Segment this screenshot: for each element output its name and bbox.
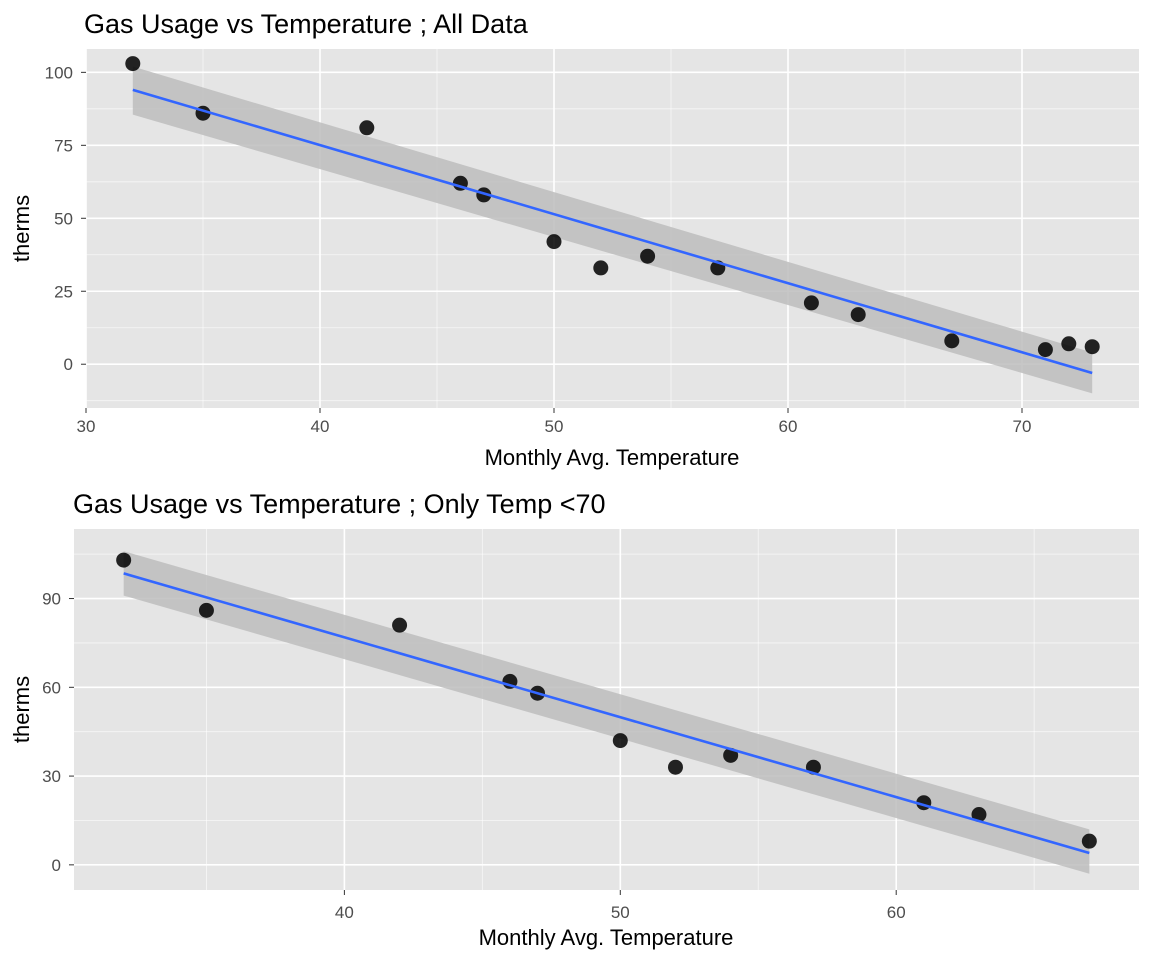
y-tick-label: 30 <box>42 767 61 786</box>
x-tick-label: 50 <box>545 417 564 436</box>
chart-title: Gas Usage vs Temperature ; Only Temp <70 <box>73 489 606 519</box>
x-tick-label: 60 <box>779 417 798 436</box>
data-point <box>640 248 656 264</box>
data-point <box>546 234 562 250</box>
chart-2: 40 50 60 0 30 60 90 Gas Usage vs Temperature ; … <box>9 489 1139 950</box>
data-point <box>944 333 960 349</box>
data-point <box>971 807 987 823</box>
regression-line <box>123 572 1090 855</box>
x-tick-label: 40 <box>335 903 354 922</box>
regression-line <box>132 88 1093 375</box>
data-point <box>612 733 628 749</box>
chart-1: 30 40 50 60 70 0 25 50 75 100 Gas Usage vs Tempera… <box>9 9 1139 470</box>
x-tick-label: 60 <box>887 903 906 922</box>
data-point <box>116 552 132 568</box>
y-tick-label: 75 <box>54 136 73 155</box>
y-tick-label: 25 <box>54 282 73 301</box>
data-point <box>392 617 408 633</box>
y-tick-label: 100 <box>45 63 73 82</box>
y-tick-label: 60 <box>42 678 61 697</box>
data-point <box>593 260 609 276</box>
data-point <box>1084 339 1100 355</box>
x-tick-label: 40 <box>311 417 330 436</box>
x-axis-title: Monthly Avg. Temperature <box>479 925 734 950</box>
y-tick-label: 0 <box>64 355 73 374</box>
chart-title: Gas Usage vs Temperature ; All Data <box>84 9 529 39</box>
data-point <box>198 602 214 618</box>
y-tick-label: 50 <box>54 209 73 228</box>
data-point <box>1061 336 1077 352</box>
data-point <box>359 120 375 136</box>
y-tick-label: 90 <box>42 590 61 609</box>
data-point <box>850 307 866 323</box>
x-tick-label: 30 <box>77 417 96 436</box>
data-point <box>723 747 739 763</box>
x-tick-label: 70 <box>1013 417 1032 436</box>
data-point <box>125 56 141 72</box>
x-tick-label: 50 <box>611 903 630 922</box>
data-point <box>803 295 819 311</box>
y-axis-title: therms <box>9 195 34 262</box>
data-point <box>1081 833 1097 849</box>
x-axis-title: Monthly Avg. Temperature <box>485 445 740 470</box>
data-point <box>667 759 683 775</box>
y-axis-title: therms <box>9 676 34 743</box>
y-tick-label: 0 <box>52 856 61 875</box>
data-point <box>1037 342 1053 358</box>
